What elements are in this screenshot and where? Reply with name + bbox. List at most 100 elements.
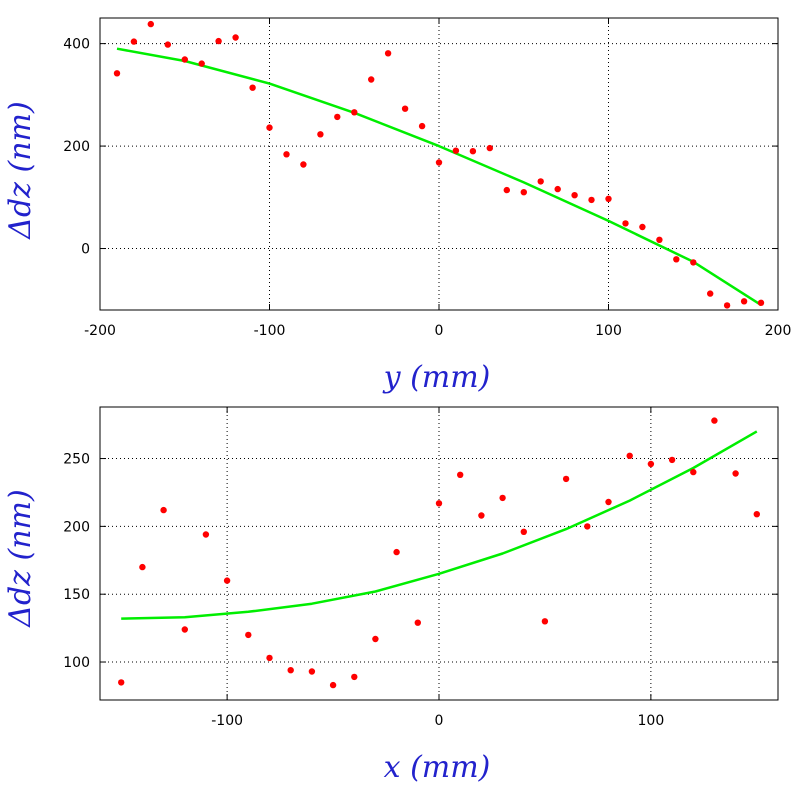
- top-data-point: [740, 298, 748, 305]
- top-y-tick-label: 0: [81, 242, 90, 258]
- top-y-tick-label: 400: [63, 37, 90, 53]
- top-data-point: [605, 195, 612, 202]
- bottom-data-point: [245, 631, 252, 639]
- top-data-point: [723, 302, 731, 309]
- top-panel: Δdz (nm) y (mm) -200 -100 0 100 200 0 200 400: [3, 17, 792, 395]
- bottom-x-axis-title: x (mm): [384, 750, 491, 785]
- bottom-data-point: [499, 494, 506, 502]
- top-data-point: [622, 220, 629, 227]
- top-data-point: [232, 34, 239, 41]
- top-data-point: [690, 259, 697, 266]
- top-data-point: [452, 147, 460, 154]
- bottom-data-point: [753, 511, 760, 518]
- bottom-data-point: [711, 417, 718, 424]
- top-data-points: [113, 20, 765, 309]
- top-fit-line: [116, 47, 762, 306]
- top-data-point: [334, 113, 341, 121]
- bottom-data-point: [372, 635, 379, 643]
- bottom-data-point: [478, 512, 485, 519]
- bottom-data-point: [266, 654, 273, 662]
- top-data-point: [198, 60, 205, 67]
- bottom-x-tick-label: 0: [435, 713, 444, 729]
- bottom-data-point: [181, 626, 188, 633]
- top-data-point: [503, 186, 510, 194]
- bottom-y-tick-label: 150: [63, 587, 90, 603]
- top-data-point: [571, 192, 578, 199]
- bottom-data-point: [414, 619, 421, 626]
- top-data-point: [300, 161, 307, 168]
- top-x-tick-label: 100: [595, 323, 622, 339]
- top-x-tick-label: 200: [765, 323, 792, 339]
- bottom-y-tick-label: 100: [63, 655, 90, 671]
- bottom-data-points: [118, 417, 760, 689]
- top-data-point: [147, 20, 154, 28]
- top-data-point: [469, 148, 477, 155]
- bottom-data-point: [223, 577, 231, 584]
- top-x-tick-label: -200: [84, 323, 116, 339]
- bottom-fit-line: [121, 430, 758, 620]
- bottom-data-point: [351, 673, 358, 681]
- bottom-data-point: [202, 531, 210, 538]
- top-data-point: [486, 144, 493, 152]
- bottom-y-axis-title: Δdz (nm): [3, 489, 38, 627]
- bottom-data-point: [732, 470, 739, 477]
- bottom-data-point: [605, 498, 612, 506]
- top-data-point: [317, 131, 324, 138]
- bottom-x-tick-label: -100: [211, 713, 243, 729]
- bottom-data-point: [139, 563, 146, 571]
- top-y-axis-title: Δdz (nm): [3, 101, 38, 239]
- top-data-point: [368, 76, 375, 83]
- top-data-point: [554, 185, 561, 193]
- bottom-data-point: [393, 548, 400, 556]
- bottom-y-tick-label: 250: [63, 452, 90, 468]
- bottom-data-point: [562, 475, 570, 483]
- top-data-point: [249, 84, 256, 91]
- bottom-data-point: [118, 679, 125, 686]
- top-plot-frame: [99, 17, 779, 311]
- top-x-tick-label: -100: [254, 323, 286, 339]
- bottom-data-point: [160, 506, 167, 514]
- top-data-point: [757, 299, 765, 306]
- top-y-tick-label: 200: [63, 139, 90, 155]
- top-data-point: [588, 196, 595, 204]
- bottom-data-point: [457, 471, 464, 478]
- top-data-point: [435, 159, 443, 166]
- top-x-axis-title: y (mm): [382, 360, 491, 395]
- top-x-tick-label: 0: [435, 323, 444, 339]
- top-data-point: [418, 122, 426, 130]
- bottom-data-point: [329, 681, 337, 689]
- top-data-point: [401, 105, 409, 112]
- bottom-y-tick-label: 200: [63, 519, 90, 535]
- bottom-grid: [100, 407, 778, 700]
- top-data-point: [283, 151, 290, 158]
- bottom-data-point: [647, 460, 655, 468]
- bottom-x-tick-label: 100: [638, 713, 665, 729]
- bottom-panel: Δdz (nm) x (mm) -100 0 100 100 150 200 250: [3, 406, 779, 785]
- bottom-data-point: [308, 668, 316, 675]
- bottom-data-point: [435, 500, 443, 507]
- top-data-point: [707, 290, 714, 297]
- top-data-point: [266, 124, 273, 131]
- bottom-data-point: [690, 468, 697, 476]
- top-data-point: [351, 109, 358, 116]
- top-data-point: [130, 38, 138, 45]
- top-data-point: [639, 223, 646, 231]
- top-data-point: [164, 41, 171, 48]
- top-data-point: [520, 189, 527, 196]
- bottom-data-point: [584, 523, 591, 530]
- top-data-point: [215, 37, 222, 45]
- top-data-point: [656, 236, 663, 243]
- top-data-point: [673, 256, 680, 263]
- top-data-point: [384, 50, 392, 57]
- bottom-ticks: -100 0 100 100 150 200 250: [63, 407, 778, 729]
- bottom-data-point: [520, 528, 527, 535]
- top-data-point: [113, 70, 121, 77]
- bottom-plot-frame: [99, 406, 779, 701]
- bottom-data-point: [541, 618, 549, 625]
- top-data-point: [537, 178, 544, 185]
- bottom-data-point: [626, 452, 633, 459]
- bottom-data-point: [287, 667, 294, 674]
- top-data-point: [181, 56, 188, 63]
